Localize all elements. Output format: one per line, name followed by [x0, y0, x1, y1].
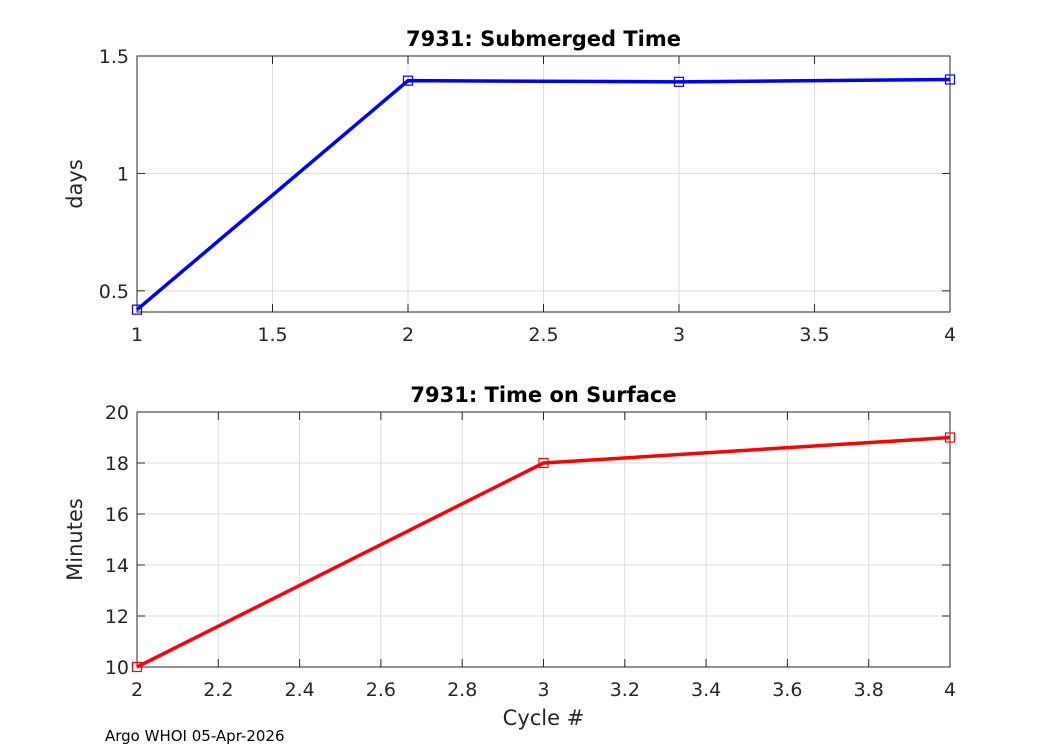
submerged-data-point-2 — [673, 76, 685, 87]
submerged-xtick-label-3: 2.5 — [528, 324, 558, 346]
submerged-ytick-label-0: 0.5 — [99, 281, 129, 303]
submerged-ytick-label-2: 1.5 — [99, 46, 129, 68]
submerged-ytick-label-1: 1 — [117, 163, 129, 185]
surface-xtick-label-8: 3.6 — [772, 679, 802, 701]
submerged-series-line — [135, 77, 951, 311]
submerged-data-point-3 — [944, 74, 956, 85]
surface-xtick-label-0: 2 — [131, 679, 143, 701]
submerged-y-axis-label: days — [63, 159, 87, 209]
surface-xtick-label-2: 2.4 — [284, 679, 314, 701]
surface-data-point-1 — [538, 457, 549, 469]
submerged-chart-title: 7931: Submerged Time — [406, 27, 681, 51]
surface-data-point-2 — [944, 432, 956, 443]
submerged-xtick-label-5: 3.5 — [799, 324, 829, 346]
surface-time-chart: 2 2.2 2.4 2.6 2.8 3 3.2 3.4 3.6 3.8 4 10 12 14 16 18 20 7… — [63, 383, 956, 730]
surface-ytick-label-0: 10 — [105, 657, 129, 679]
submerged-data-point-1 — [402, 75, 414, 86]
surface-ytick-label-3: 16 — [105, 504, 129, 526]
footer-credit: Argo WHOI 05-Apr-2026 — [105, 727, 285, 745]
surface-data-point-0 — [131, 661, 143, 673]
surface-chart-title: 7931: Time on Surface — [410, 383, 676, 407]
surface-xtick-label-3: 2.6 — [366, 679, 396, 701]
surface-xtick-label-5: 3 — [537, 679, 549, 701]
submerged-xtick-label-6: 4 — [944, 324, 956, 346]
surface-xtick-label-6: 3.2 — [610, 679, 640, 701]
surface-xtick-label-10: 4 — [944, 679, 956, 701]
surface-ytick-label-1: 12 — [105, 606, 129, 628]
surface-series-line — [136, 435, 951, 669]
submerged-data-point-0 — [131, 304, 143, 315]
surface-ytick-label-5: 20 — [105, 402, 129, 424]
submerged-xtick-label-4: 3 — [673, 324, 685, 346]
surface-xtick-label-4: 2.8 — [447, 679, 477, 701]
surface-y-axis-label: Minutes — [63, 498, 87, 581]
surface-ytick-label-2: 14 — [105, 555, 129, 577]
surface-xtick-label-1: 2.2 — [203, 679, 233, 701]
surface-xtick-label-9: 3.8 — [854, 679, 884, 701]
submerged-xtick-label-1: 1.5 — [257, 324, 287, 346]
surface-ytick-label-4: 18 — [105, 453, 129, 475]
surface-xtick-label-7: 3.4 — [691, 679, 721, 701]
submerged-xtick-label-2: 2 — [402, 324, 414, 346]
submerged-xtick-label-0: 1 — [131, 324, 143, 346]
surface-x-axis-label: Cycle # — [503, 706, 585, 730]
